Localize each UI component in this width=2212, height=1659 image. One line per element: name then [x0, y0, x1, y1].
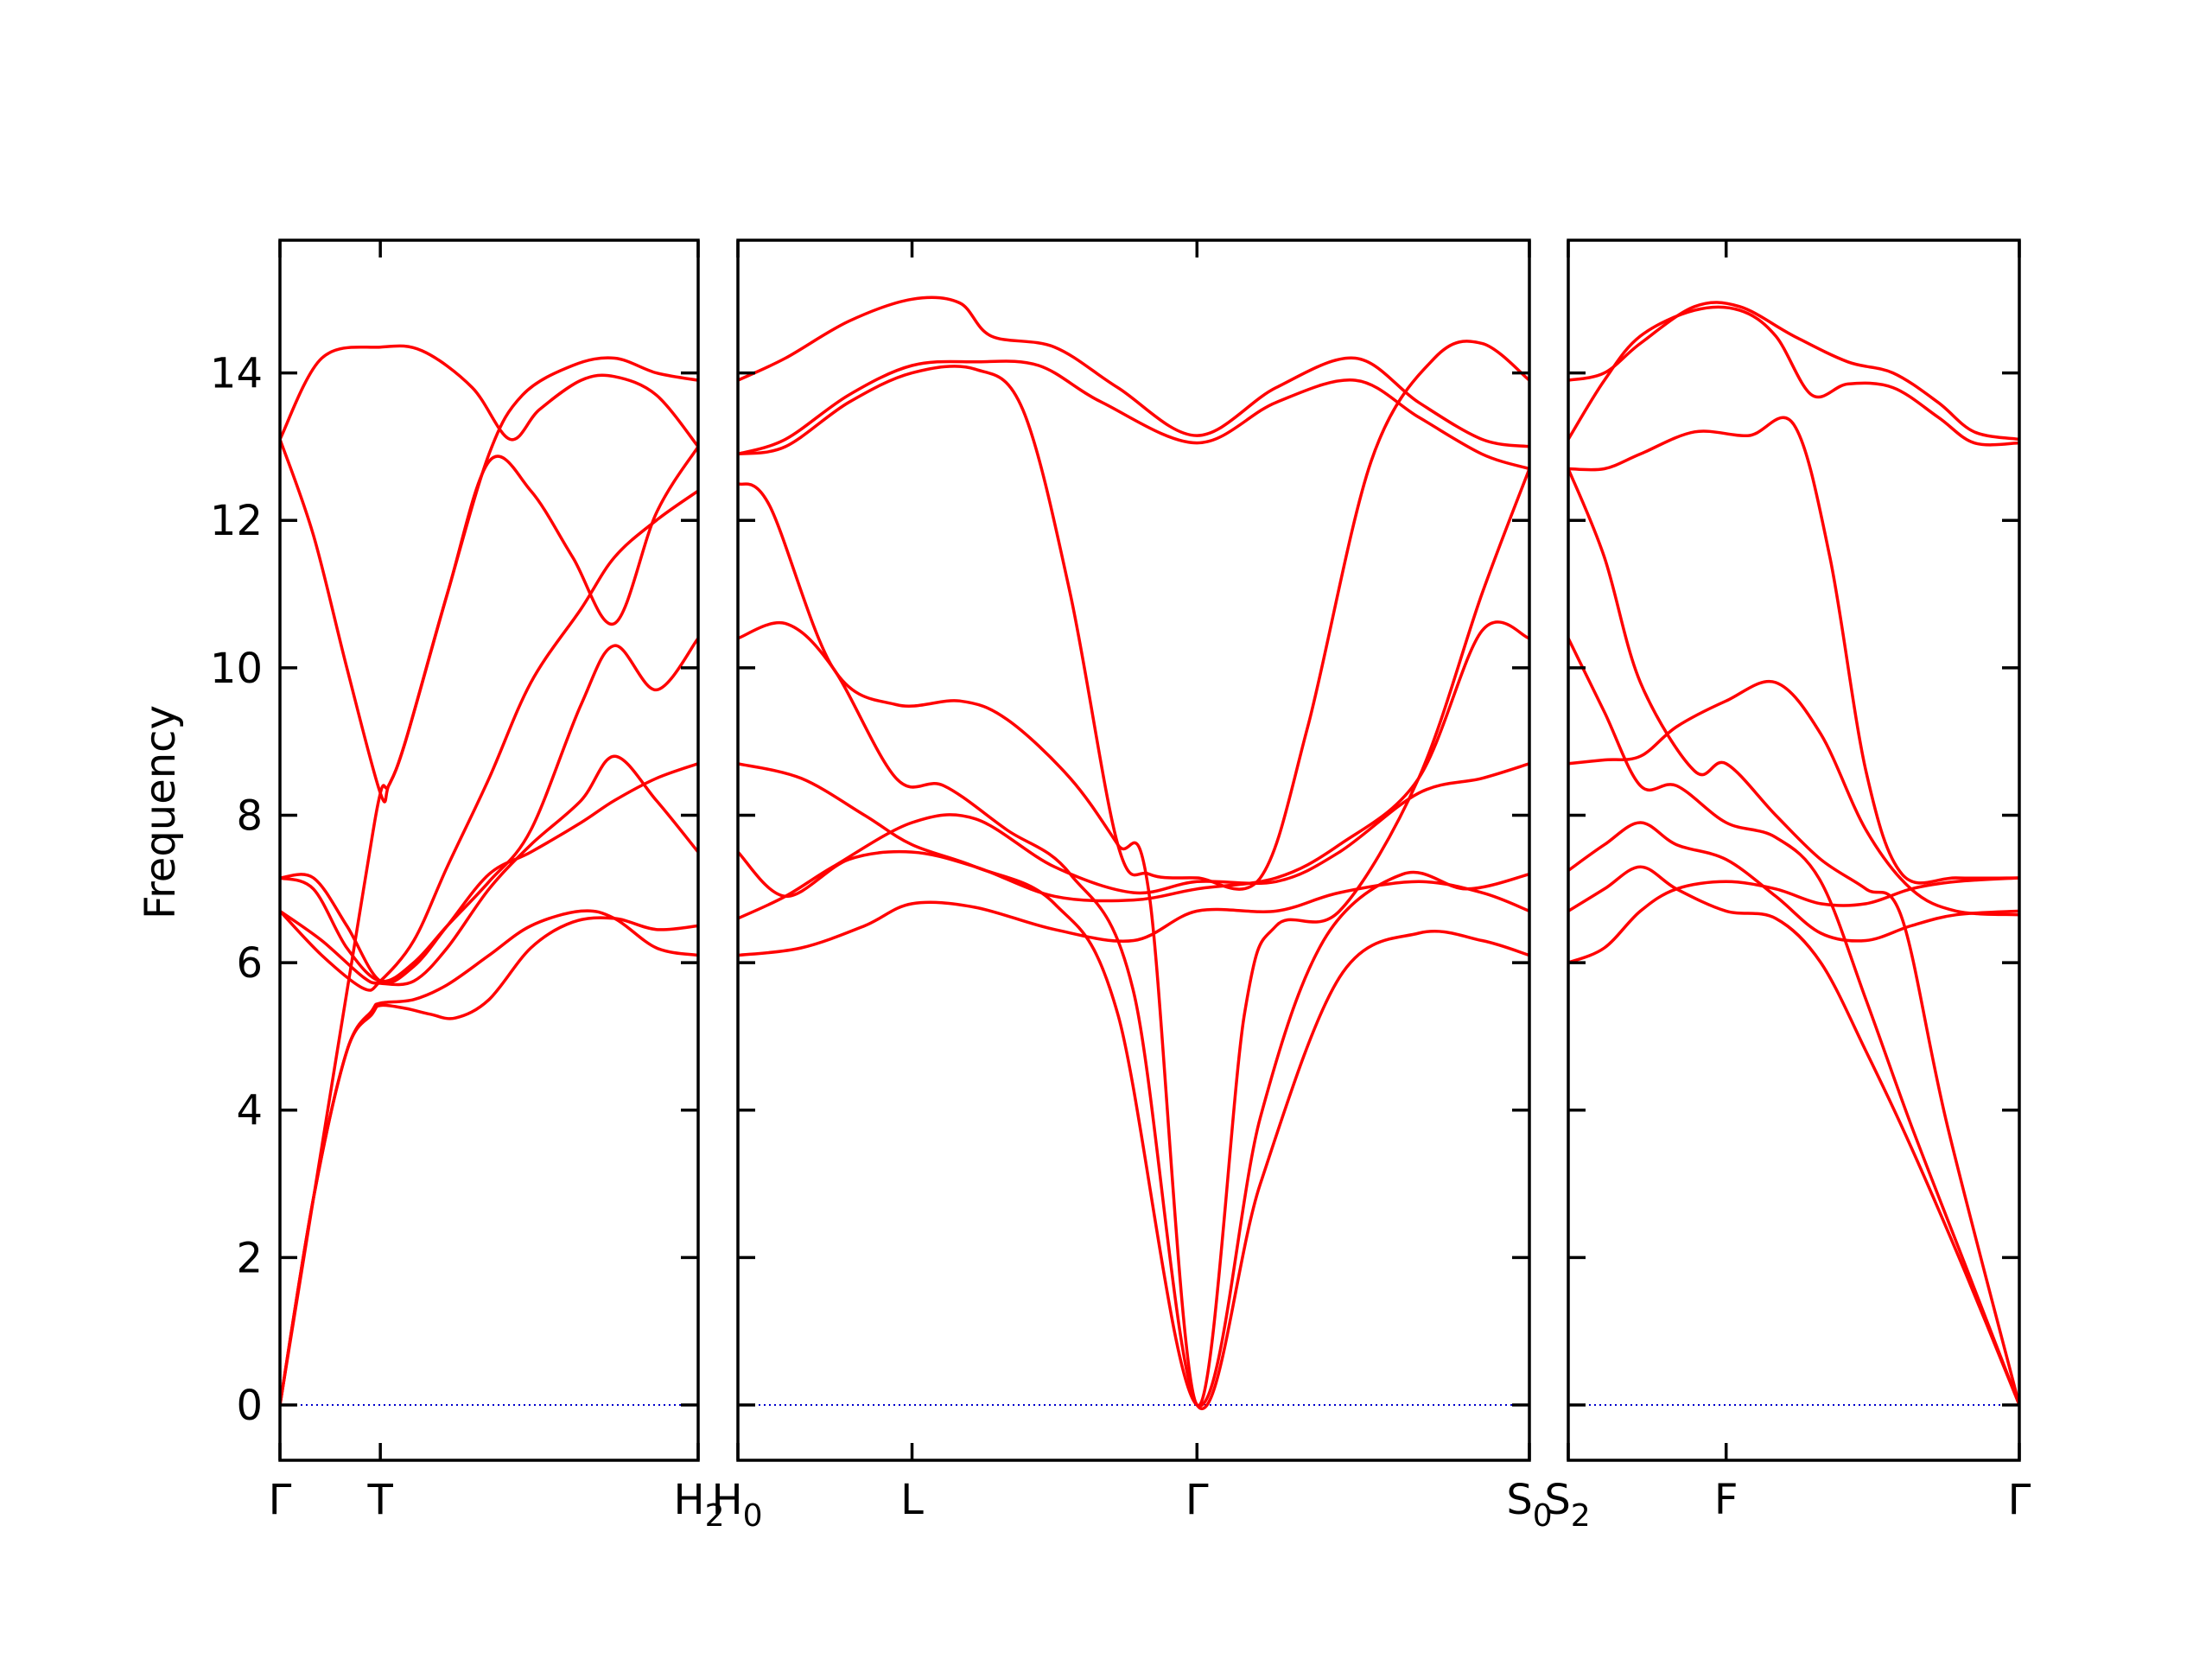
panel-frame — [736, 238, 1531, 1462]
x-tick-label: T — [366, 1476, 393, 1524]
band-line-2-8 — [738, 359, 1529, 471]
band-line-3-1 — [1568, 876, 2019, 964]
segment-boundary-label: S2 — [1544, 1476, 1590, 1534]
band-line-3-9 — [1568, 301, 2019, 442]
band-line-2-3 — [738, 620, 1529, 903]
band-line-3-8 — [1568, 305, 2019, 447]
band-line-3-3 — [1568, 821, 2019, 943]
x-tick-label: Γ — [269, 1476, 292, 1524]
y-tick-label: 6 — [236, 939, 263, 988]
band-line-1-3 — [280, 445, 698, 1407]
x-tick-label: L — [900, 1476, 924, 1524]
y-tick-label: 2 — [236, 1234, 263, 1282]
band-line-2-9 — [738, 296, 1529, 448]
x-tick-label: F — [1714, 1476, 1738, 1524]
y-tick-label: 14 — [210, 350, 263, 398]
panel-1 — [278, 238, 700, 1462]
panel-3 — [1567, 238, 2021, 1462]
y-tick-label: 4 — [236, 1087, 263, 1135]
band-line-1-8 — [280, 489, 698, 992]
band-line-3-2 — [1568, 865, 2019, 1407]
band-line-2-7 — [738, 340, 1529, 891]
segment-boundary-label: H0 — [712, 1476, 763, 1534]
band-line-1-5 — [280, 344, 698, 448]
panels-layer — [278, 238, 2021, 1462]
band-line-1-2 — [280, 909, 698, 1407]
y-tick-labels: 0 2 4 6 8 10 12 14 — [210, 350, 263, 1430]
segment-boundary-label: H2 — [674, 1476, 725, 1534]
band-line-3-7 — [1568, 416, 2019, 885]
y-tick-label: 10 — [210, 645, 263, 693]
band-line-2-4 — [738, 762, 1529, 1408]
band-line-3-4 — [1568, 679, 2019, 917]
band-line-2-5 — [738, 620, 1529, 1410]
y-tick-label: 8 — [236, 791, 263, 840]
band-line-1-7 — [280, 762, 698, 985]
band-line-1-6 — [280, 754, 698, 987]
band-line-3-6 — [1568, 467, 2019, 1407]
band-line-3-5 — [1568, 636, 2019, 1407]
band-line-1-1 — [280, 916, 698, 1407]
segment-boundary-label: S0 — [1506, 1476, 1552, 1534]
band-line-2-1 — [738, 880, 1529, 957]
bands-group — [738, 296, 1529, 1410]
x-tick-label: Γ — [2008, 1476, 2031, 1524]
x-tick-label: Γ — [1185, 1476, 1209, 1524]
band-line-1-4 — [280, 356, 698, 804]
panel-2 — [736, 238, 1531, 1462]
band-line-1-9 — [280, 636, 698, 983]
y-axis-label: Frequency — [137, 705, 185, 919]
bands-group — [280, 344, 698, 1407]
panel-frame — [278, 238, 700, 1462]
panel-frame — [1567, 238, 2021, 1462]
y-tick-label: 0 — [236, 1382, 263, 1430]
y-tick-label: 12 — [210, 497, 263, 545]
bands-group — [1568, 301, 2019, 1407]
band-line-2-6 — [738, 467, 1529, 1408]
